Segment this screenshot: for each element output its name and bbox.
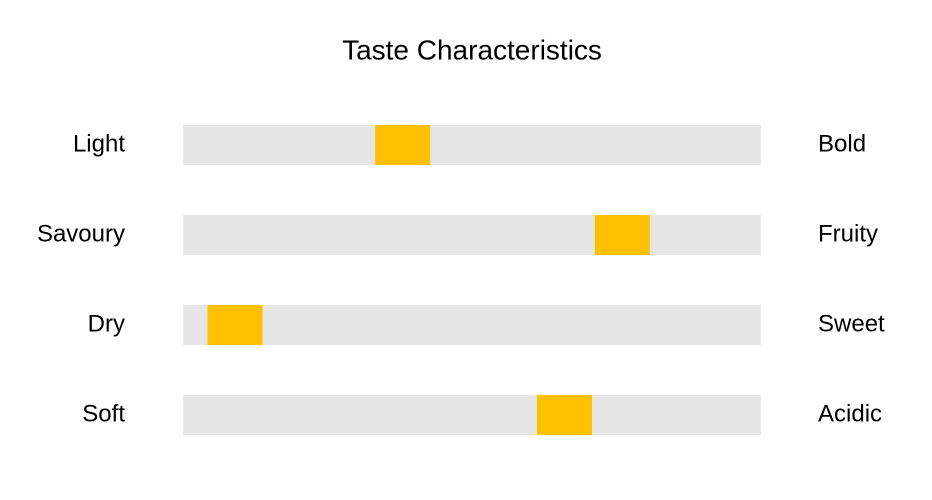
- slider-track: [183, 125, 761, 165]
- slider-marker: [536, 395, 592, 435]
- right-label: Bold: [818, 130, 866, 157]
- right-label: Fruity: [818, 220, 878, 247]
- slider-marker: [594, 215, 650, 255]
- slider-track: [183, 215, 761, 255]
- slider-marker: [375, 125, 431, 165]
- slider-track: [183, 395, 761, 435]
- slider-track: [183, 305, 761, 345]
- chart-title: Taste Characteristics: [342, 34, 602, 65]
- left-label: Dry: [88, 310, 125, 337]
- right-label: Acidic: [818, 400, 882, 427]
- left-label: Savoury: [37, 220, 125, 247]
- right-label: Sweet: [818, 310, 885, 337]
- slider-marker: [207, 305, 263, 345]
- left-label: Light: [73, 130, 125, 157]
- left-label: Soft: [82, 400, 125, 427]
